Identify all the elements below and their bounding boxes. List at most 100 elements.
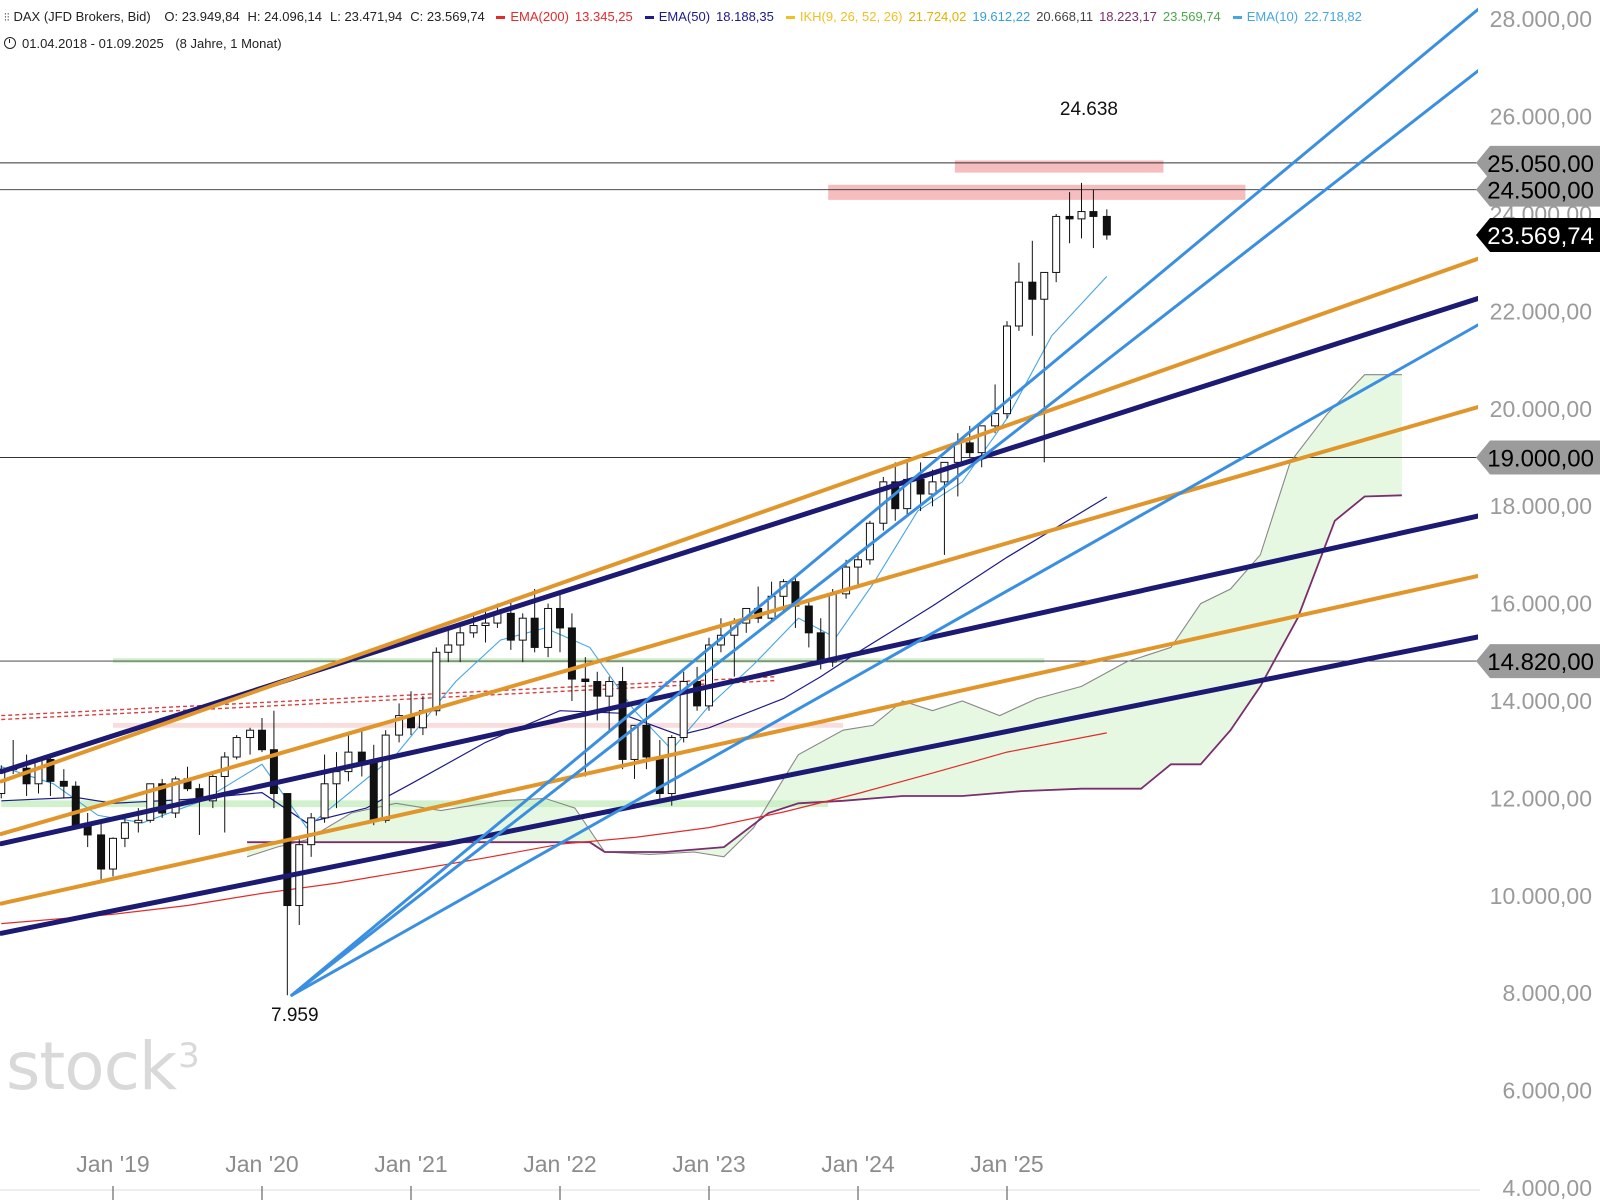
candle [630, 724, 639, 779]
ichimoku-cloud [247, 374, 1402, 857]
candle [767, 581, 776, 624]
indicator-legend: EMA(200) 13.345,25 EMA(50) 18.188,35 IKH(9, … [496, 9, 1374, 24]
candle-body [357, 751, 366, 763]
candle-body [232, 737, 241, 758]
indicator-swatch [644, 16, 654, 20]
zone-rect [1, 800, 829, 808]
candle [456, 625, 465, 663]
candle [208, 774, 217, 809]
trend-line [290, 7, 1478, 997]
legend-line-2: 01.04.2018 - 01.09.2025 (8 Jahre, 1 Mona… [4, 36, 282, 51]
annotations: 24.638 7.959 [271, 99, 1118, 1026]
x-tick-label: Jan '19 [76, 1151, 149, 1177]
y-tick-label: 26.000,00 [1490, 104, 1592, 130]
candle [605, 676, 614, 731]
candle [804, 598, 813, 648]
candle-body [46, 758, 55, 782]
candle-body [171, 778, 180, 814]
candle [295, 837, 304, 926]
candle [332, 752, 341, 809]
candle-body [432, 651, 441, 712]
candle-body [34, 758, 43, 785]
legend-line-1: ⫶⫶ DAX (JFD Brokers, Bid) O: 23.949,84 H: … [4, 9, 1374, 25]
candle [381, 730, 390, 823]
ohlc-item: L: 23.471,94 [330, 9, 403, 24]
horizontal-levels [0, 162, 1480, 662]
y-tick-label: 4.000,00 [1502, 1175, 1592, 1200]
indicator-item: EMA(10) 22.718,82 [1232, 9, 1362, 24]
price-markers: 25.050,0024.500,0023.569,7419.000,0014.8… [1476, 145, 1600, 679]
cloud-area [247, 374, 1402, 857]
ohlc-item: H: 24.096,14 [247, 9, 322, 24]
trend-line [290, 323, 1478, 997]
x-tick-label: Jan '22 [523, 1151, 596, 1177]
candle [642, 703, 651, 770]
x-tick-label: Jan '24 [821, 1151, 895, 1177]
candle [97, 822, 106, 883]
candle [369, 744, 378, 826]
candle [940, 461, 949, 555]
clock-icon [4, 37, 16, 49]
candle [71, 781, 80, 826]
candle-body [120, 822, 129, 839]
indicator-item: IKH(9, 26, 52, 26) 21.724,02 19.612,22 20.6… [785, 9, 1221, 24]
price-marker-shape [1476, 217, 1600, 252]
candle [828, 588, 837, 667]
candle-body [642, 724, 651, 758]
indicator-label: EMA(200) [510, 9, 569, 24]
indicator-value: 21.724,02 [908, 9, 967, 24]
candle-body [544, 607, 553, 648]
zone-rect [113, 658, 1045, 664]
candles [0, 182, 1111, 996]
date-range: 01.04.2018 - 01.09.2025 [22, 36, 164, 51]
range-note: (8 Jahre, 1 Monat) [175, 36, 282, 51]
trend-line [0, 634, 1478, 936]
trend-lines [0, 7, 1478, 997]
price-marker-label: 24.500,00 [1487, 178, 1594, 205]
candle-body [283, 793, 292, 907]
candle-body [991, 413, 1000, 427]
candle [83, 813, 92, 848]
candle-body [269, 749, 278, 795]
x-axis: Jan '19 Jan '20 Jan '21 Jan '22 Jan '23 Jan '… [0, 1151, 1480, 1200]
zone-rect [954, 160, 1164, 173]
candle [1052, 214, 1061, 283]
indicator-swatch [1232, 16, 1242, 20]
candle-body [344, 751, 353, 773]
candle-body [977, 425, 986, 454]
candle-body [97, 834, 106, 870]
y-tick-label: 14.000,00 [1490, 688, 1592, 714]
candle-body [307, 817, 316, 846]
candle-body [208, 775, 217, 802]
x-tick-label: Jan '25 [970, 1151, 1043, 1177]
candle-body [679, 681, 688, 739]
candle-body [1102, 215, 1111, 236]
candle [357, 727, 366, 777]
candle-body [246, 729, 255, 739]
candle-body [59, 780, 68, 787]
candle [1028, 240, 1037, 336]
candle [432, 647, 441, 716]
candle-body [134, 819, 143, 824]
ohlc-item: O: 23.949,84 [164, 9, 240, 24]
candle-body [693, 681, 702, 707]
candle [567, 613, 576, 701]
candle-body [1077, 211, 1086, 220]
price-marker-label: 14.820,00 [1487, 649, 1594, 676]
candle-body [605, 681, 614, 697]
candle [344, 735, 353, 782]
ikh-span-a-line [246, 374, 1402, 858]
candle-body [109, 837, 117, 870]
candle-body [369, 761, 378, 821]
candle [320, 754, 329, 823]
candle [518, 613, 527, 663]
candle [469, 613, 478, 638]
ikh-span-b-line [247, 494, 1402, 853]
candle [679, 671, 688, 743]
y-tick-label: 6.000,00 [1502, 1078, 1592, 1104]
chart-type-icon: ⫶⫶ [4, 12, 10, 24]
price-marker-label: 19.000,00 [1487, 446, 1594, 473]
x-tick-label: Jan '21 [374, 1151, 447, 1177]
candle-body [71, 785, 80, 826]
candle-body [1014, 281, 1023, 327]
